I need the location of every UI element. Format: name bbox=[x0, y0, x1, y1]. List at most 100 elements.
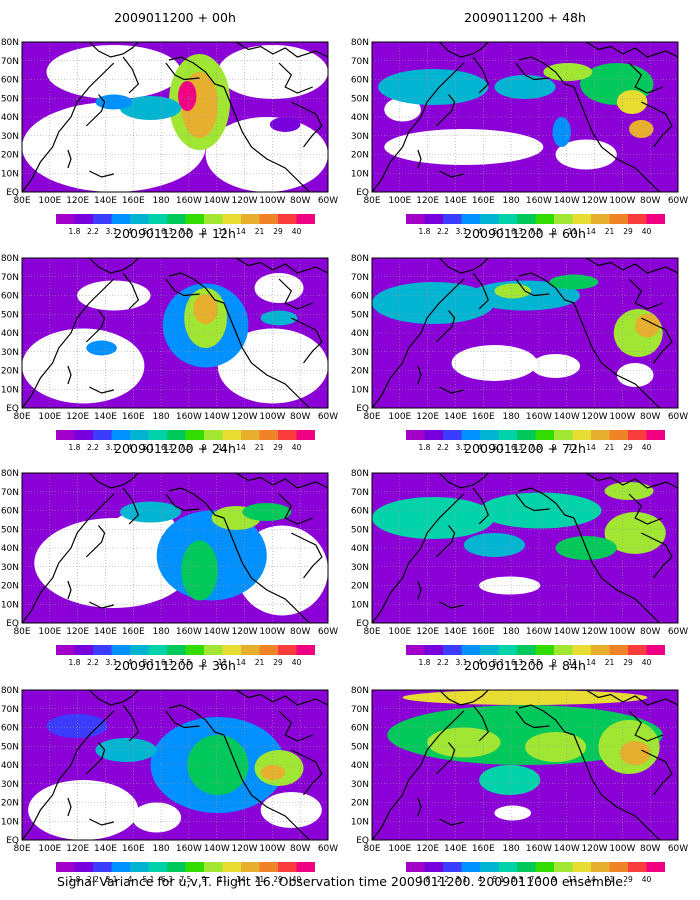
y-tick-label: 80N bbox=[1, 254, 19, 264]
y-tick-label: 50N bbox=[351, 310, 369, 320]
variance-contour bbox=[479, 765, 541, 795]
x-tick-label: 140W bbox=[204, 627, 230, 637]
colorbar-swatch bbox=[609, 645, 628, 655]
colorbar-swatch bbox=[204, 645, 223, 655]
y-tick-label: 30N bbox=[1, 563, 19, 573]
coastline bbox=[291, 532, 323, 579]
x-tick-label: 140W bbox=[554, 844, 580, 854]
variance-contour bbox=[494, 75, 556, 99]
colorbar-label: 11 bbox=[568, 227, 578, 236]
x-tick-label: 80E bbox=[13, 412, 30, 422]
colorbar: 1.8 2.2 3.1 4 5.1 6.3 7.5 9 11 14 21 29 40 bbox=[56, 645, 315, 667]
map-panel: 2009011200 + 24h 80E 100E 120E 140E 160E 180 16… bbox=[1, 441, 338, 667]
low-variance-region bbox=[22, 102, 206, 192]
x-tick-label: 140W bbox=[554, 412, 580, 422]
x-tick-label: 180 bbox=[152, 196, 169, 206]
coastlines bbox=[22, 42, 328, 192]
y-tick-label: EQ bbox=[356, 188, 369, 198]
y-tick-label: 30N bbox=[1, 132, 19, 142]
colorbar-swatch bbox=[646, 645, 665, 655]
colorbar-swatch bbox=[406, 214, 425, 224]
colorbar-label: 7.5 bbox=[530, 443, 542, 452]
coastline bbox=[168, 56, 225, 88]
colorbar-label: 5.1 bbox=[143, 658, 155, 667]
colorbar-label: 29 bbox=[623, 443, 633, 452]
y-tick-label: 80N bbox=[351, 254, 369, 264]
colorbar-label: 9 bbox=[202, 227, 207, 236]
y-tick-label: 10N bbox=[351, 169, 369, 179]
low-variance-region bbox=[22, 328, 145, 404]
colorbar-label: 1.8 bbox=[69, 443, 81, 452]
y-tick-label: 70N bbox=[1, 705, 19, 715]
colorbar-label: 6.3 bbox=[161, 658, 173, 667]
colorbar-swatch bbox=[591, 862, 610, 872]
colorbar-label: 11 bbox=[218, 443, 228, 452]
figure-caption: Signal Variance for u,v,T. Flight 16. Ob… bbox=[57, 874, 627, 889]
coastline bbox=[472, 272, 490, 310]
coastline bbox=[417, 580, 422, 600]
x-tick-label: 120E bbox=[66, 196, 89, 206]
colorbar-label: 29 bbox=[273, 227, 283, 236]
x-tick-label: 80E bbox=[13, 627, 30, 637]
y-tick-label: 20N bbox=[1, 582, 19, 592]
coastline bbox=[122, 487, 140, 525]
colorbar-label: 40 bbox=[292, 875, 302, 884]
colorbar-swatch bbox=[204, 430, 223, 440]
coastline bbox=[628, 62, 663, 94]
colorbar-swatch bbox=[296, 214, 315, 224]
colorbar-swatch bbox=[535, 862, 554, 872]
colorbar-label: 40 bbox=[292, 658, 302, 667]
colorbar-label: 7.5 bbox=[180, 227, 192, 236]
y-tick-label: 50N bbox=[1, 525, 19, 535]
colorbar-label: 14 bbox=[586, 658, 596, 667]
colorbar-label: 4 bbox=[128, 443, 133, 452]
colorbar-label: 9 bbox=[552, 227, 557, 236]
colorbar-swatch bbox=[628, 645, 647, 655]
y-tick-label: 70N bbox=[351, 705, 369, 715]
colorbar-label: 3.1 bbox=[456, 443, 468, 452]
x-tick-label: 120W bbox=[582, 844, 608, 854]
colorbar-swatch bbox=[628, 214, 647, 224]
x-tick-label: 160E bbox=[472, 412, 495, 422]
x-tick-label: 120W bbox=[582, 412, 608, 422]
colorbar-label: 40 bbox=[292, 443, 302, 452]
y-tick-label: 60N bbox=[1, 292, 19, 302]
grid-lines bbox=[372, 42, 678, 192]
panel-title: 2009011200 + 84h bbox=[464, 658, 586, 673]
colorbar: 1.8 2.2 3.1 4 5.1 6.3 7.5 9 11 14 21 29 40 bbox=[406, 430, 665, 452]
colorbar-label: 21 bbox=[255, 658, 265, 667]
colorbar-swatch bbox=[167, 645, 186, 655]
y-tick-label: 60N bbox=[351, 724, 369, 734]
variance-contour bbox=[619, 741, 651, 765]
colorbar-label: 5.1 bbox=[493, 875, 505, 884]
colorbar-label: 29 bbox=[273, 875, 283, 884]
y-tick-label: EQ bbox=[6, 619, 19, 629]
colorbar-label: 4 bbox=[128, 875, 133, 884]
colorbar-label: 21 bbox=[255, 443, 265, 452]
colorbar-label: 1.8 bbox=[69, 658, 81, 667]
grid-lines bbox=[22, 473, 328, 623]
colorbar-swatch bbox=[554, 862, 573, 872]
coastline bbox=[22, 710, 115, 840]
colorbar: 1.8 2.2 3.1 4 5.1 6.3 7.5 9 11 14 21 29 40 bbox=[56, 430, 315, 452]
colorbar-swatch bbox=[204, 862, 223, 872]
colorbar-swatch bbox=[609, 214, 628, 224]
coastline bbox=[438, 473, 489, 489]
colorbar-swatch bbox=[296, 430, 315, 440]
coastline bbox=[641, 101, 673, 148]
coastline bbox=[85, 94, 106, 127]
y-tick-label: 30N bbox=[1, 348, 19, 358]
coastline bbox=[165, 493, 200, 512]
colorbar-swatch bbox=[111, 862, 130, 872]
x-tick-label: 120E bbox=[66, 844, 89, 854]
colorbar-swatch bbox=[130, 645, 149, 655]
colorbar-label: 21 bbox=[605, 875, 615, 884]
y-tick-label: 10N bbox=[1, 169, 19, 179]
x-tick-label: 140E bbox=[444, 627, 467, 637]
colorbar-label: 21 bbox=[255, 875, 265, 884]
x-tick-label: 140E bbox=[94, 412, 117, 422]
colorbar-swatch bbox=[130, 862, 149, 872]
plot-frame bbox=[21, 689, 329, 841]
colorbar-label: 40 bbox=[642, 227, 652, 236]
coastline bbox=[122, 272, 140, 310]
